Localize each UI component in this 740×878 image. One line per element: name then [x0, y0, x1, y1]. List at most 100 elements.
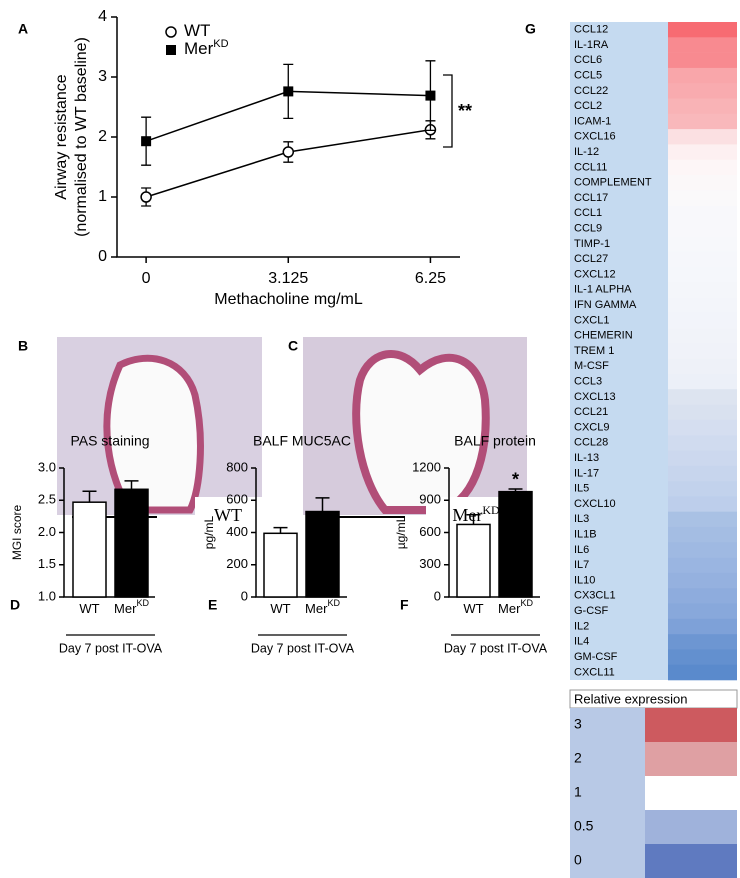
y-tick-label: 0 — [98, 248, 107, 265]
x-tick-label-main: WT — [463, 601, 483, 616]
row-label: CCL17 — [574, 192, 608, 204]
row-label: TIMP-1 — [574, 238, 610, 250]
row-label: CCL12 — [574, 24, 608, 36]
x-tick-label-sup: KD — [327, 598, 340, 608]
row-label: CCL27 — [574, 253, 608, 265]
x-tick-label: 0 — [142, 270, 151, 287]
y-tick-label: 1.0 — [38, 588, 56, 603]
row-label: COMPLEMENT — [574, 177, 652, 189]
legend-value: 0.5 — [574, 818, 594, 834]
legend-label-cell — [570, 776, 645, 810]
panel-letter: B — [18, 338, 28, 354]
image-label: WT — [214, 505, 242, 525]
heat-cell — [668, 22, 737, 38]
row-label: CXCL16 — [574, 131, 616, 143]
heat-cell — [668, 328, 737, 344]
x-tick-label-main: Mer — [114, 601, 137, 616]
heat-cell — [668, 404, 737, 421]
y-tick-label: 900 — [419, 492, 441, 507]
heat-cell — [668, 236, 737, 252]
heat-cell — [668, 526, 737, 543]
heat-cell — [668, 435, 737, 451]
row-label: IL-17 — [574, 467, 599, 479]
legend-color-cell — [645, 810, 737, 844]
row-label: CCL21 — [574, 406, 608, 418]
y-tick-label: 2.5 — [38, 492, 56, 507]
row-label: IL3 — [574, 513, 589, 525]
row-label: IL-12 — [574, 146, 599, 158]
y-axis-label: µg/mL — [394, 515, 408, 549]
x-tick-label: 3.125 — [268, 270, 308, 287]
label-box — [195, 497, 262, 537]
row-label: G-CSF — [574, 605, 609, 617]
x-axis-label: Day 7 post IT-OVA — [59, 641, 163, 655]
heat-cell — [668, 481, 737, 497]
y-tick-label: 0 — [241, 588, 248, 603]
row-label: IL6 — [574, 544, 589, 556]
bar — [263, 532, 298, 598]
heat-cell — [668, 618, 737, 635]
bar — [305, 510, 340, 598]
row-label: CCL9 — [574, 222, 602, 234]
row-label: CXCL1 — [574, 314, 609, 326]
heat-cell — [668, 129, 737, 145]
heat-cell — [668, 373, 737, 390]
y-tick-label: 3 — [98, 68, 107, 85]
x-tick-label-sup: KD — [520, 598, 533, 608]
legend-label-sup: KD — [213, 38, 228, 50]
image-label-main: WT — [214, 505, 242, 525]
legend-color-cell — [645, 742, 737, 776]
bar — [498, 490, 533, 598]
x-axis-label: Day 7 post IT-OVA — [251, 641, 355, 655]
heat-cell — [668, 542, 737, 558]
heat-cell — [668, 251, 737, 268]
y-tick-label: 1200 — [412, 459, 441, 474]
row-label: M-CSF — [574, 360, 609, 372]
airway-lumen — [352, 350, 490, 514]
y-tick-label: 3.0 — [38, 459, 56, 474]
bar — [114, 488, 149, 598]
bar — [72, 501, 107, 598]
x-tick-label: MerKD — [114, 598, 149, 616]
row-label: CCL1 — [574, 207, 602, 219]
panel-letter: D — [10, 597, 20, 613]
y-axis-label: (normalised to WT baseline) — [73, 37, 90, 237]
y-axis-label: MGI score — [10, 505, 24, 561]
heat-cell — [668, 159, 737, 176]
y-tick-label: 200 — [226, 556, 248, 571]
heat-cell — [668, 664, 737, 681]
point — [283, 86, 294, 97]
heat-cell — [668, 67, 737, 84]
x-tick-label-main: WT — [270, 601, 290, 616]
panel-letter: F — [400, 597, 409, 613]
x-tick-label-sup: KD — [136, 598, 149, 608]
legend-color-cell — [645, 708, 737, 742]
x-tick-label: WT — [79, 601, 99, 616]
heat-cell — [668, 557, 737, 574]
row-label: CCL22 — [574, 85, 608, 97]
heat-cell — [668, 603, 737, 620]
panel-letter: A — [18, 21, 28, 37]
y-tick-label: 400 — [226, 524, 248, 539]
y-tick-label: 600 — [226, 492, 248, 507]
row-label: IL-1 ALPHA — [574, 284, 632, 296]
x-tick-label-main: WT — [79, 601, 99, 616]
error-bar — [508, 488, 523, 492]
y-tick-label: 4 — [98, 8, 107, 25]
significance-label: ** — [458, 101, 472, 121]
row-label: CCL6 — [574, 54, 602, 66]
row-label: CXCL13 — [574, 391, 616, 403]
row-label: CXCL9 — [574, 421, 609, 433]
row-label: CCL3 — [574, 376, 602, 388]
heat-cell — [668, 511, 737, 528]
legend-label-cell — [570, 708, 645, 742]
legend-value: 0 — [574, 852, 582, 868]
legend-label: WT — [184, 21, 210, 40]
point — [425, 90, 436, 101]
row-label: CCL5 — [574, 69, 602, 81]
heat-cell — [668, 358, 737, 375]
series-line — [145, 129, 431, 198]
heat-cell — [668, 465, 737, 482]
row-label: IL7 — [574, 559, 589, 571]
